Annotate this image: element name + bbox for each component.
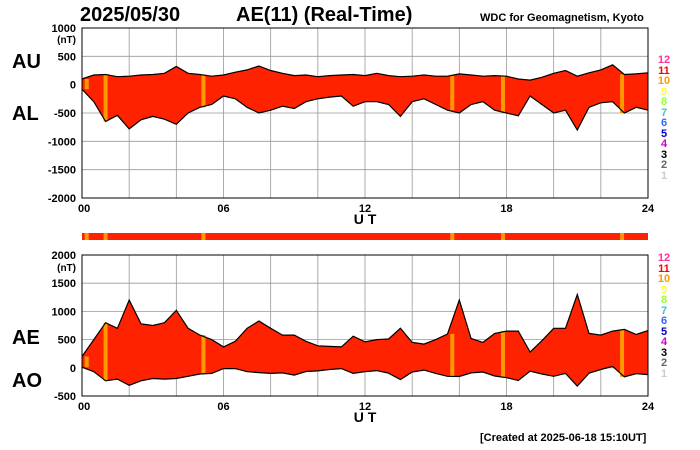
station-count-8: 8	[660, 294, 668, 306]
y-tick-label: 1000	[52, 306, 76, 318]
station-drop-bar	[620, 329, 625, 377]
series-line-ao	[81, 365, 649, 387]
station-count-9: 9	[660, 283, 668, 296]
y-tick-label: 1000	[52, 23, 76, 35]
area-fill-au-al	[82, 64, 648, 130]
station-count-7: 7	[660, 304, 668, 317]
chart-title: AE(11) (Real-Time)	[236, 4, 413, 26]
date-label: 2025/05/30	[80, 4, 181, 26]
station-count-3: 3	[660, 346, 668, 359]
y-unit-label: (nT)	[57, 35, 76, 46]
station-count-1: 1	[660, 169, 668, 182]
station-count-1: 1	[660, 367, 668, 380]
station-count-11: 11	[658, 64, 670, 77]
x-tick-label: 24	[642, 401, 655, 413]
x-tick-label: 18	[500, 401, 512, 413]
x-axis-label: U T	[354, 409, 377, 425]
station-strip	[82, 233, 648, 240]
y-tick-label: -500	[54, 108, 76, 120]
station-strip-marker	[450, 233, 455, 240]
station-count-3: 3	[660, 148, 668, 161]
x-tick-label: 12	[359, 401, 371, 413]
plot-frame	[81, 254, 649, 397]
station-scale-bottom: 12 11 10 9 8 7 6 5 4 3 2 1	[656, 253, 672, 379]
station-count-5: 5	[660, 127, 668, 140]
au-label: AU	[12, 51, 41, 73]
station-count-5: 5	[660, 325, 668, 338]
station-count-2: 2	[660, 159, 668, 171]
y-tick-label: 0	[70, 363, 76, 375]
station-drop-bar	[84, 79, 89, 90]
y-tick-label: 500	[58, 51, 76, 63]
station-strip-marker	[500, 233, 505, 240]
station-count-6: 6	[660, 117, 668, 129]
station-drop-bar	[201, 335, 206, 375]
station-count-10: 10	[657, 273, 671, 285]
al-label: AL	[12, 103, 39, 125]
x-tick-label: 06	[217, 401, 229, 413]
station-drop-bar	[103, 74, 108, 122]
y-tick-label: 500	[58, 335, 76, 347]
x-tick-label: 18	[500, 203, 512, 215]
ae-label: AE	[12, 327, 40, 349]
station-count-8: 8	[660, 96, 668, 108]
station-count-12: 12	[657, 54, 671, 66]
y-tick-label: 0	[70, 80, 76, 92]
x-axis-label: U T	[354, 211, 377, 227]
station-count-6: 6	[660, 315, 668, 327]
station-strip-marker	[620, 233, 625, 240]
source-label: WDC for Geomagnetism, Kyoto	[480, 12, 644, 24]
station-scale-top: 12 11 10 9 8 7 6 5 4 3 2 1	[656, 55, 672, 181]
station-count-9: 9	[660, 85, 668, 98]
x-tick-label: 12	[359, 203, 371, 215]
y-tick-label: -1500	[48, 165, 76, 177]
station-strip-marker	[103, 233, 108, 240]
station-drop-bar	[450, 333, 455, 377]
station-drop-bar	[201, 74, 206, 108]
station-count-2: 2	[660, 357, 668, 369]
ao-label: AO	[12, 370, 42, 392]
plot-frame	[81, 27, 649, 199]
station-count-4: 4	[660, 138, 668, 150]
series-line-ae	[81, 292, 649, 357]
station-count-11: 11	[658, 262, 670, 275]
station-count-12: 12	[657, 252, 671, 264]
series-line-au	[81, 64, 649, 81]
station-drop-bar	[500, 76, 505, 113]
y-tick-label: -1000	[48, 136, 76, 148]
x-tick-label: 00	[78, 401, 90, 413]
station-count-4: 4	[660, 336, 668, 348]
x-tick-label: 06	[217, 203, 229, 215]
y-tick-label: 2000	[52, 250, 76, 262]
station-drop-bar	[103, 322, 108, 381]
station-count-7: 7	[660, 106, 668, 119]
area-fill-ae-ao	[82, 294, 648, 387]
station-drop-bar	[450, 76, 455, 111]
y-tick-label: 1500	[52, 278, 76, 290]
station-strip-marker	[84, 233, 89, 240]
y-tick-label: -2000	[48, 193, 76, 205]
created-timestamp: [Created at 2025-06-18 15:10UT]	[480, 432, 647, 444]
x-tick-label: 00	[78, 203, 90, 215]
y-tick-label: -500	[54, 391, 76, 403]
station-drop-bar	[620, 74, 625, 113]
y-unit-label: (nT)	[57, 263, 76, 274]
station-drop-bar	[84, 356, 89, 368]
station-count-10: 10	[657, 75, 671, 87]
station-strip-marker	[201, 233, 206, 240]
station-drop-bar	[500, 331, 505, 378]
series-line-al	[81, 88, 649, 132]
x-tick-label: 24	[642, 203, 655, 215]
